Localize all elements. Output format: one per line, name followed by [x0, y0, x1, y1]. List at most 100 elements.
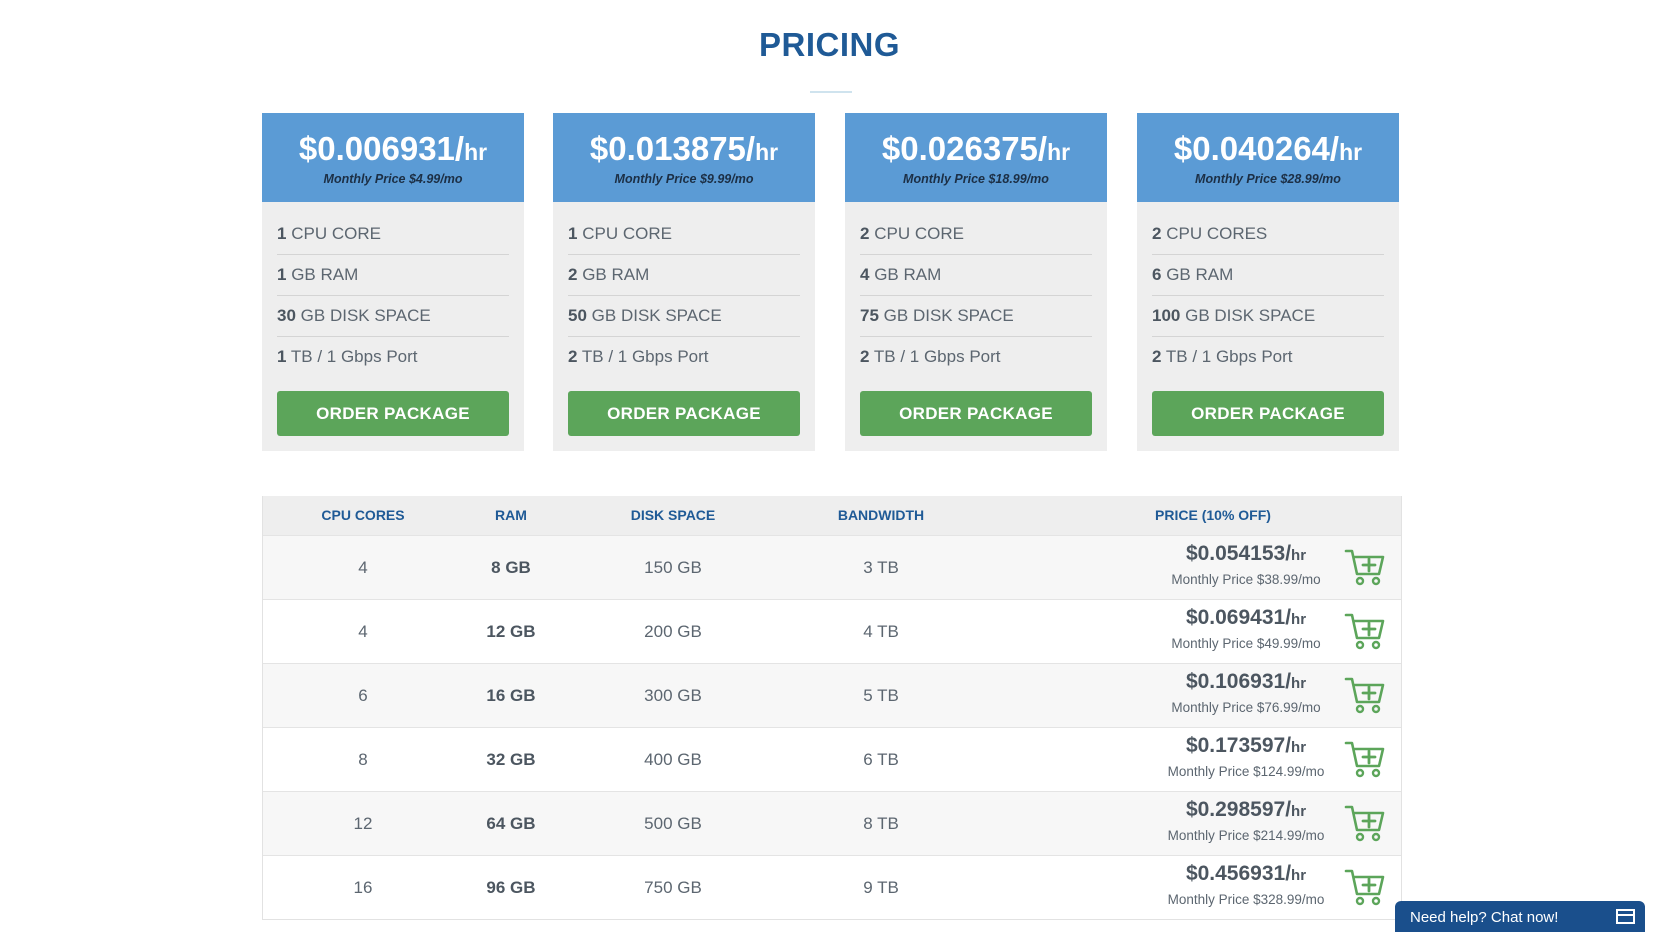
- cell-ram: 32 GB: [486, 750, 536, 769]
- feature-value: 1: [277, 347, 287, 366]
- pricing-card-2: $0.013875/hr Monthly Price $9.99/mo 1 CP…: [553, 113, 815, 451]
- feature-value: 1: [568, 224, 578, 243]
- feature-label: GB DISK SPACE: [591, 306, 722, 325]
- row-monthly-price: Monthly Price $214.99/mo: [1167, 828, 1325, 843]
- feature-value: 30: [277, 306, 296, 325]
- cell-ram: 96 GB: [486, 878, 536, 897]
- card-header: $0.013875/hr Monthly Price $9.99/mo: [553, 113, 815, 202]
- row-hourly-price: $0.054153/hr: [1031, 541, 1461, 569]
- card-header: $0.026375/hr Monthly Price $18.99/mo: [845, 113, 1107, 202]
- row-monthly-price: Monthly Price $76.99/mo: [1171, 700, 1321, 715]
- cart-add-icon[interactable]: [1344, 739, 1386, 779]
- row-hourly-price: $0.173597/hr: [1031, 733, 1461, 761]
- feature-value: 2: [568, 265, 578, 284]
- feature-ram: 6 GB RAM: [1152, 255, 1384, 296]
- card-header: $0.040264/hr Monthly Price $28.99/mo: [1137, 113, 1399, 202]
- feature-disk: 50 GB DISK SPACE: [568, 296, 800, 337]
- price-unit: hr: [1291, 675, 1307, 692]
- feature-label: CPU CORE: [582, 224, 672, 243]
- cell-cpu-cores: 12: [353, 814, 373, 833]
- hourly-price: $0.040264/hr: [1137, 131, 1399, 170]
- pricing-cards: $0.006931/hr Monthly Price $4.99/mo 1 CP…: [262, 113, 1402, 451]
- chat-widget[interactable]: Need help? Chat now!: [1395, 901, 1645, 932]
- table-row: 12 64 GB 500 GB 8 TB $0.298597/hr Monthly Pri…: [263, 791, 1401, 855]
- hourly-price: $0.026375/hr: [845, 131, 1107, 170]
- monthly-price: Monthly Price $18.99/mo: [903, 172, 1049, 186]
- cell-disk-space: 300 GB: [644, 686, 702, 705]
- price-amount: $0.006931/: [298, 130, 465, 167]
- row-monthly-price: Monthly Price $328.99/mo: [1167, 892, 1325, 907]
- monthly-price: Monthly Price $9.99/mo: [614, 172, 754, 186]
- price-amount: $0.013875/: [589, 130, 756, 167]
- row-hourly-price: $0.456931/hr: [1031, 861, 1461, 889]
- feature-value: 2: [860, 224, 870, 243]
- cell-cpu-cores: 6: [358, 686, 368, 705]
- feature-list: 1 CPU CORE 2 GB RAM 50 GB DISK SPACE 2 T…: [553, 202, 815, 377]
- table-row: 16 96 GB 750 GB 9 TB $0.456931/hr Monthly Pri…: [263, 855, 1401, 919]
- feature-cpu: 2 CPU CORES: [1152, 214, 1384, 255]
- cell-ram: 16 GB: [486, 686, 536, 705]
- pricing-card-4: $0.040264/hr Monthly Price $28.99/mo 2 C…: [1137, 113, 1399, 451]
- price-unit: hr: [464, 139, 488, 165]
- cell-bandwidth: 4 TB: [863, 622, 899, 641]
- cart-add-icon[interactable]: [1344, 803, 1386, 843]
- cell-bandwidth: 3 TB: [863, 558, 899, 577]
- feature-list: 1 CPU CORE 1 GB RAM 30 GB DISK SPACE 1 T…: [262, 202, 524, 377]
- page-title: PRICING: [758, 26, 900, 63]
- feature-list: 2 CPU CORES 6 GB RAM 100 GB DISK SPACE 2…: [1137, 202, 1399, 377]
- cell-ram: 12 GB: [486, 622, 536, 641]
- feature-value: 6: [1152, 265, 1162, 284]
- table-body: 4 8 GB 150 GB 3 TB $0.054153/hr Monthly Price…: [263, 535, 1401, 919]
- title-divider: [810, 91, 852, 93]
- cell-disk-space: 200 GB: [644, 622, 702, 641]
- price-amount: $0.054153/: [1185, 542, 1292, 565]
- cell-disk-space: 150 GB: [644, 558, 702, 577]
- price-unit: hr: [1339, 139, 1363, 165]
- cell-bandwidth: 6 TB: [863, 750, 899, 769]
- order-package-button[interactable]: ORDER PACKAGE: [568, 391, 800, 436]
- cell-disk-space: 750 GB: [644, 878, 702, 897]
- cart-add-icon[interactable]: [1344, 611, 1386, 651]
- cell-price: $0.054153/hr Monthly Price $38.99/mo: [1031, 536, 1461, 599]
- feature-cpu: 1 CPU CORE: [568, 214, 800, 255]
- feature-cpu: 2 CPU CORE: [860, 214, 1092, 255]
- cell-disk-space: 400 GB: [644, 750, 702, 769]
- order-package-button[interactable]: ORDER PACKAGE: [860, 391, 1092, 436]
- cell-price: $0.069431/hr Monthly Price $49.99/mo: [1031, 600, 1461, 663]
- feature-bandwidth: 1 TB / 1 Gbps Port: [277, 337, 509, 377]
- feature-value: 2: [1152, 224, 1162, 243]
- feature-value: 2: [1152, 347, 1162, 366]
- cell-ram: 8 GB: [491, 558, 531, 577]
- table-row: 8 32 GB 400 GB 6 TB $0.173597/hr Monthly Pric…: [263, 727, 1401, 791]
- price-amount: $0.456931/: [1185, 862, 1292, 885]
- feature-label: TB / 1 Gbps Port: [581, 347, 709, 366]
- monthly-price: Monthly Price $28.99/mo: [1195, 172, 1341, 186]
- monthly-price: Monthly Price $4.99/mo: [323, 172, 463, 186]
- cell-bandwidth: 9 TB: [863, 878, 899, 897]
- row-hourly-price: $0.069431/hr: [1031, 605, 1461, 633]
- feature-value: 2: [568, 347, 578, 366]
- feature-value: 75: [860, 306, 879, 325]
- cart-add-icon[interactable]: [1344, 547, 1386, 587]
- feature-label: GB RAM: [291, 265, 359, 284]
- price-unit: hr: [755, 139, 779, 165]
- header-cpu-cores: CPU CORES: [321, 507, 405, 523]
- order-package-button[interactable]: ORDER PACKAGE: [277, 391, 509, 436]
- order-package-button[interactable]: ORDER PACKAGE: [1152, 391, 1384, 436]
- price-unit: hr: [1291, 547, 1307, 564]
- pricing-card-3: $0.026375/hr Monthly Price $18.99/mo 2 C…: [845, 113, 1107, 451]
- feature-label: TB / 1 Gbps Port: [873, 347, 1001, 366]
- chat-window-icon: [1616, 909, 1635, 924]
- row-monthly-price: Monthly Price $38.99/mo: [1171, 572, 1321, 587]
- feature-disk: 30 GB DISK SPACE: [277, 296, 509, 337]
- cart-add-icon[interactable]: [1344, 675, 1386, 715]
- cart-add-icon[interactable]: [1344, 867, 1386, 907]
- feature-label: TB / 1 Gbps Port: [1165, 347, 1293, 366]
- feature-list: 2 CPU CORE 4 GB RAM 75 GB DISK SPACE 2 T…: [845, 202, 1107, 377]
- price-unit: hr: [1291, 803, 1307, 820]
- feature-bandwidth: 2 TB / 1 Gbps Port: [568, 337, 800, 377]
- feature-value: 50: [568, 306, 587, 325]
- cell-price: $0.173597/hr Monthly Price $124.99/mo: [1031, 728, 1461, 791]
- hourly-price: $0.006931/hr: [262, 131, 524, 170]
- chat-label: Need help? Chat now!: [1410, 909, 1559, 926]
